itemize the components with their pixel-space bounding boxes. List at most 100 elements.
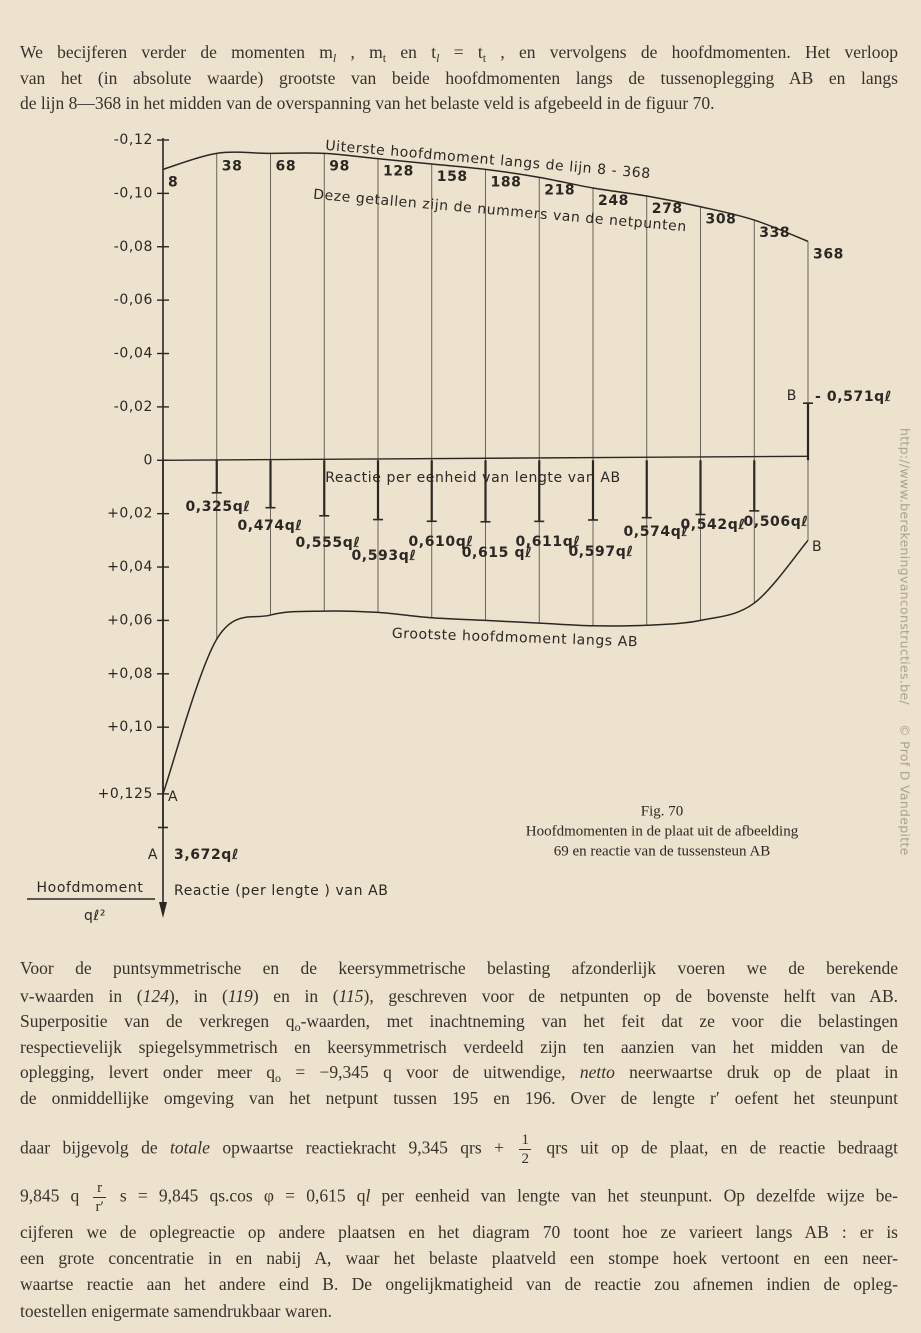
net-point-label: 368 — [813, 246, 844, 262]
text-run: Superpositie van de verkregen q — [20, 1011, 295, 1031]
text-run: 119 — [227, 986, 253, 1006]
denominator: 2 — [521, 1151, 529, 1167]
text-run: Voor de puntsymmetrische en de keersymme… — [20, 958, 898, 978]
text-run: cijferen we de oplegreactie op andere pl… — [20, 1222, 898, 1242]
y-tick-label: 0 — [143, 452, 153, 468]
text-run: = t — [439, 42, 483, 62]
text-run: s = 9,845 qs.cos φ = 0,615 q — [108, 1185, 366, 1206]
reaction-label: 0,597qℓ — [568, 544, 633, 560]
text-run: neerwaartse druk op de plaat in — [614, 1062, 898, 1082]
text-run: t — [482, 51, 487, 65]
text-run: We becijferen verder de momenten m — [20, 42, 333, 62]
caption-line: 69 en reactie van de tussensteun AB — [554, 843, 771, 859]
reaction-label: 0,506qℓ — [743, 514, 808, 530]
text-run: ), geschreven voor de netpunten op de bo… — [363, 986, 898, 1006]
text-run: , en vervolgens de hoofdmomenten. Het ve… — [486, 42, 898, 62]
net-point-label: 68 — [276, 158, 297, 174]
text-line: de onmiddellijke omgeving van het netpun… — [20, 1087, 898, 1109]
point-label: B — [812, 539, 822, 555]
numerator: 1 — [519, 1132, 531, 1150]
reaction-label: 0,555qℓ — [295, 535, 360, 551]
watermark: © Prof D Vandepitte — [898, 724, 913, 856]
y-tick-label: -0,02 — [114, 399, 153, 415]
reaction-label: 0,542qℓ — [680, 517, 745, 533]
reaction-label: 0,574qℓ — [623, 524, 688, 540]
axis-arrow — [159, 902, 167, 918]
y-tick-label: -0,12 — [114, 132, 153, 148]
y-axis-label-denominator: qℓ² — [84, 908, 106, 924]
net-point-label: 248 — [598, 193, 629, 209]
caption-line: Fig. 70 — [641, 803, 684, 819]
watermark: http://www.berekeningvanconstructies.be/ — [898, 428, 913, 705]
text-line: We becijferen verder de momenten ml , mt… — [20, 41, 898, 69]
text-run: l — [332, 51, 337, 65]
text-run: totale — [170, 1137, 210, 1158]
curve-label: Grootste hoofdmoment langs AB — [392, 626, 639, 651]
reaction-label: 0,615 qℓ — [462, 545, 533, 561]
text-line: 9,845 q r r′ s = 9,845 qs.cos φ = 0,615 q… — [20, 1179, 898, 1216]
reaction-label: 0,610qℓ — [408, 534, 473, 550]
reaction-label: 0,593qℓ — [351, 548, 416, 564]
text-run: l — [365, 1185, 371, 1206]
text-run: ) en in ( — [252, 986, 339, 1006]
reaction-label: 0,611qℓ — [515, 534, 580, 550]
text-line: een grote concentratie in en nabij A, wa… — [20, 1247, 898, 1269]
net-point-label: 278 — [652, 201, 683, 217]
y-tick-label: +0,08 — [107, 666, 153, 682]
text-run: daar bijgevolg de — [20, 1137, 171, 1158]
text-run: = −9,345 q voor de uitwendige, — [281, 1062, 580, 1082]
y-tick-label: +0,02 — [107, 506, 153, 522]
point-label: A — [168, 789, 178, 805]
caption-line: Hoofdmomenten in de plaat uit de afbeeld… — [526, 823, 799, 839]
text-run: o — [294, 1020, 301, 1034]
reaction-label: 3,672qℓ — [174, 847, 239, 863]
text-run: oplegging, levert onder meer q — [20, 1062, 276, 1082]
y-tick-label: +0,10 — [107, 719, 153, 735]
text-run: 115 — [338, 986, 364, 1006]
text-run: , m — [336, 42, 383, 62]
text-run: 9,845 q — [20, 1185, 91, 1206]
text-line: Superpositie van de verkregen qo-waarden… — [20, 1010, 898, 1038]
moment-curve — [162, 539, 809, 795]
text-run: 124 — [142, 986, 169, 1006]
point-label: B — [787, 388, 797, 404]
net-point-label: 128 — [383, 164, 414, 180]
text-run: l — [436, 51, 440, 65]
text-run: o — [275, 1071, 282, 1085]
text-run: ), in ( — [168, 986, 228, 1006]
text-run: opwaartse reactiekracht 9,345 qrs + — [209, 1137, 517, 1158]
reaction-label: 0,325qℓ — [185, 499, 250, 515]
text-run: en t — [386, 42, 437, 62]
text-run: netto — [579, 1062, 615, 1082]
text-run: waartse reactie aan het andere eind B. D… — [20, 1274, 898, 1294]
text-line: toestellen enigermate samendrukbaar ware… — [20, 1300, 898, 1322]
moment-curve — [162, 151, 809, 243]
text-run: toestellen enigermate samendrukbaar ware… — [20, 1301, 332, 1321]
net-point-label: 98 — [329, 158, 350, 174]
x-axis-label: Reactie (per lengte ) van AB — [174, 883, 389, 899]
numerator: r — [93, 1179, 106, 1198]
reaction-label: - 0,571qℓ — [815, 389, 892, 405]
text-line: Voor de puntsymmetrische en de keersymme… — [20, 957, 898, 979]
text-line: de lijn 8—368 in het midden van de overs… — [20, 92, 898, 114]
point-label: A — [148, 847, 158, 863]
net-point-label: 338 — [759, 225, 790, 241]
net-point-label: 188 — [491, 174, 522, 190]
text-run: t — [382, 51, 387, 65]
y-tick-label: -0,06 — [114, 292, 153, 308]
y-tick-label: +0,06 — [107, 612, 153, 628]
net-point-label: 38 — [222, 158, 243, 174]
text-run: de lijn 8—368 in het midden van de overs… — [20, 93, 715, 113]
y-tick-label: -0,04 — [114, 346, 153, 362]
text-line: waartse reactie aan het andere eind B. D… — [20, 1273, 898, 1295]
y-axis-label: Hoofdmoment — [37, 880, 144, 896]
text-run: v-waarden in ( — [20, 986, 143, 1006]
text-run: respectievelijk spiegelsymmetrisch en ke… — [20, 1037, 898, 1057]
fraction: r r′ — [93, 1179, 106, 1216]
net-point-label: 308 — [706, 212, 737, 228]
reaction-title: Reactie per eenheid van lengte van AB — [325, 470, 621, 486]
denominator: r′ — [95, 1199, 104, 1215]
net-point-label: 8 — [168, 174, 178, 190]
text-line: daar bijgevolg de totale opwaartse react… — [20, 1131, 898, 1168]
